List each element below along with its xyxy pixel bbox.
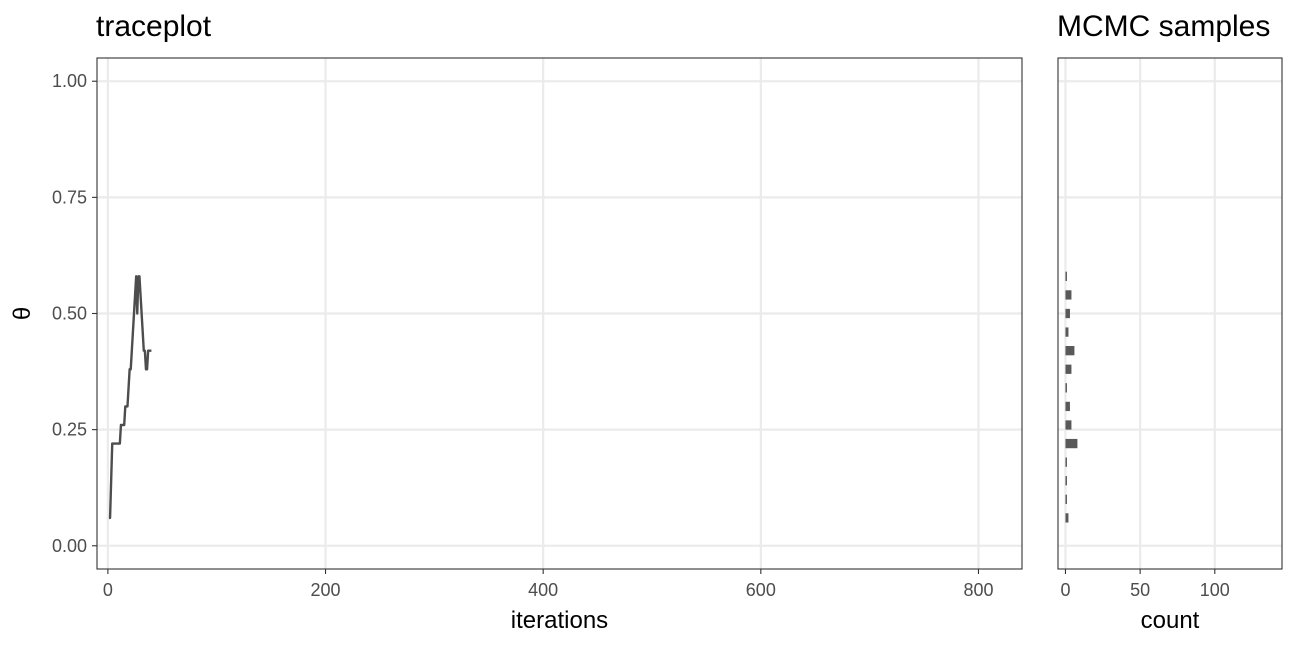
histogram-bar	[1065, 494, 1067, 504]
histogram-panel: MCMC samples 0 50 100 count	[1057, 10, 1283, 634]
traceplot-x-tick-label: 600	[746, 580, 776, 600]
histogram-bar	[1065, 513, 1069, 523]
traceplot-series-line	[108, 275, 152, 520]
traceplot-y-tick-label: 0.25	[52, 420, 87, 440]
traceplot-ticks: 0.00 0.25 0.50 0.75 1.00 0 200 400 600 800	[52, 71, 994, 600]
histogram-bar	[1065, 420, 1072, 430]
traceplot-y-tick-label: 1.00	[52, 71, 87, 91]
histogram-bar	[1065, 308, 1070, 319]
histogram-title: MCMC samples	[1057, 10, 1270, 43]
histogram-x-tick-label: 100	[1200, 580, 1230, 600]
histogram-bar	[1065, 476, 1067, 486]
traceplot-y-tick-label: 0.50	[52, 304, 87, 324]
histogram-x-tick-label: 50	[1130, 580, 1150, 600]
traceplot-marks	[108, 275, 152, 520]
histogram-bar	[1065, 383, 1067, 393]
traceplot-x-axis-title: iterations	[511, 607, 608, 634]
traceplot-x-tick-label: 800	[963, 580, 993, 600]
traceplot-y-tick-label: 0.00	[52, 536, 87, 556]
histogram-bar	[1065, 346, 1075, 356]
histogram-bar	[1065, 290, 1072, 300]
histogram-bar	[1065, 457, 1067, 467]
histogram-bar	[1065, 438, 1078, 449]
traceplot-panel: traceplot 0.00 0.25 0.50 0.75 1.00 0 200 400 600…	[9, 10, 1023, 634]
histogram-bar	[1065, 271, 1067, 281]
traceplot-x-tick-label: 200	[311, 580, 341, 600]
histogram-bar	[1065, 364, 1072, 374]
histogram-bar	[1065, 327, 1069, 337]
histogram-frame	[1057, 57, 1283, 570]
traceplot-gridlines	[97, 58, 1022, 569]
histogram-ticks: 0 50 100	[1060, 569, 1230, 600]
histogram-gridlines	[1058, 58, 1282, 569]
histogram-bar	[1065, 401, 1070, 412]
histogram-x-axis-title: count	[1141, 607, 1200, 634]
traceplot-title: traceplot	[96, 10, 212, 43]
traceplot-y-tick-label: 0.75	[52, 187, 87, 207]
histogram-marks	[1065, 271, 1078, 523]
histogram-x-tick-label: 0	[1060, 580, 1070, 600]
traceplot-x-tick-label: 0	[103, 580, 113, 600]
traceplot-y-axis-title: θ	[9, 307, 36, 320]
traceplot-x-tick-label: 400	[528, 580, 558, 600]
